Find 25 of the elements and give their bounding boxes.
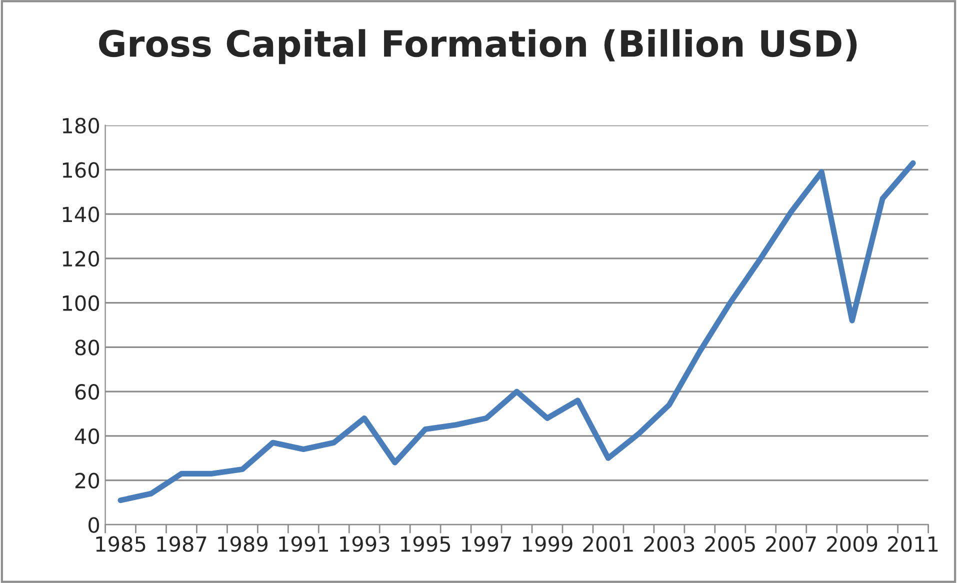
x-tick-label: 2003 (644, 536, 694, 552)
x-tick-label: 1989 (218, 536, 268, 552)
x-tick-label: 2009 (827, 536, 878, 552)
x-tick-label: 1985 (96, 536, 146, 552)
x-tick-label: 2007 (766, 536, 816, 552)
y-tick-label: 60 (75, 384, 100, 400)
y-tick-label: 160 (62, 162, 100, 178)
y-tick-label: 140 (62, 206, 100, 222)
y-tick-label: 100 (62, 295, 100, 312)
x-tick-label: 2001 (583, 536, 633, 552)
chart-title: Gross Capital Formation (Billion USD) (99, 29, 857, 64)
y-tick-label: 0 (88, 517, 100, 533)
x-tick-label: 1999 (523, 536, 572, 552)
x-tick-label: 1991 (279, 536, 328, 552)
y-tick-label: 120 (62, 250, 100, 267)
y-tick-label: 20 (75, 472, 100, 489)
y-tick-label: 40 (74, 428, 100, 444)
y-tick-label: 80 (75, 340, 100, 356)
x-tick-label: 1987 (157, 536, 206, 552)
x-tick-label: 2011 (888, 536, 938, 552)
y-tick-label: 180 (62, 118, 100, 134)
x-tick-label: 2005 (705, 536, 755, 552)
x-tick-label: 1997 (462, 536, 512, 552)
x-tick-label: 1993 (340, 536, 390, 552)
x-tick-label: 1995 (401, 536, 450, 552)
